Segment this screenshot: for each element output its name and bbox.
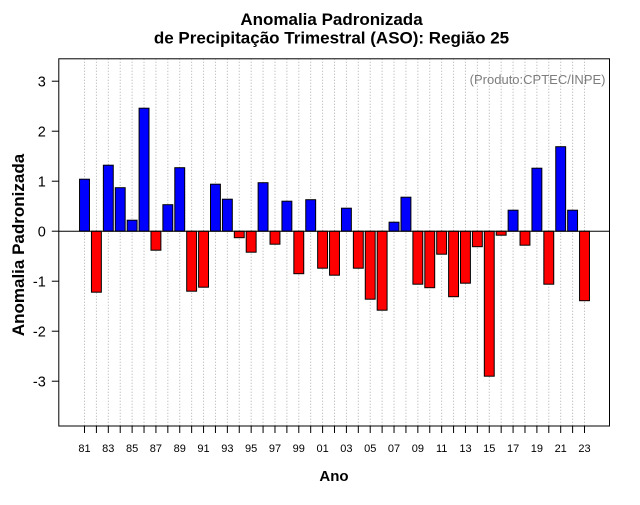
svg-text:81: 81: [78, 443, 90, 455]
svg-text:09: 09: [412, 443, 424, 455]
svg-text:03: 03: [340, 443, 352, 455]
svg-text:21: 21: [555, 443, 567, 455]
svg-text:11: 11: [436, 443, 447, 455]
svg-text:95: 95: [245, 443, 257, 455]
svg-text:Anomalia Padronizada: Anomalia Padronizada: [9, 153, 28, 336]
svg-text:Anomalia Padronizada: Anomalia Padronizada: [240, 10, 423, 29]
svg-text:85: 85: [126, 443, 138, 455]
svg-text:13: 13: [459, 443, 471, 455]
svg-text:23: 23: [578, 443, 590, 455]
svg-text:3: 3: [38, 74, 46, 90]
svg-text:91: 91: [197, 443, 209, 455]
svg-text:17: 17: [507, 443, 519, 455]
svg-text:15: 15: [483, 443, 495, 455]
svg-text:89: 89: [174, 443, 186, 455]
svg-text:(Produto:CPTEC/INPE): (Produto:CPTEC/INPE): [470, 72, 606, 87]
svg-text:de Precipitação Trimestral (AS: de Precipitação Trimestral (ASO): Região…: [154, 29, 509, 48]
svg-text:87: 87: [150, 443, 162, 455]
svg-text:-3: -3: [33, 374, 46, 390]
svg-text:1: 1: [38, 174, 46, 190]
svg-text:19: 19: [531, 443, 543, 455]
svg-text:07: 07: [388, 443, 400, 455]
svg-text:0: 0: [38, 224, 46, 240]
svg-text:Ano: Ano: [319, 468, 348, 485]
svg-text:97: 97: [269, 443, 281, 455]
svg-text:-2: -2: [33, 324, 46, 340]
svg-text:05: 05: [364, 443, 376, 455]
svg-text:2: 2: [38, 124, 46, 140]
svg-text:93: 93: [221, 443, 233, 455]
svg-text:01: 01: [316, 443, 328, 455]
svg-text:-1: -1: [33, 274, 46, 290]
svg-text:83: 83: [102, 443, 114, 455]
svg-text:99: 99: [293, 443, 305, 455]
